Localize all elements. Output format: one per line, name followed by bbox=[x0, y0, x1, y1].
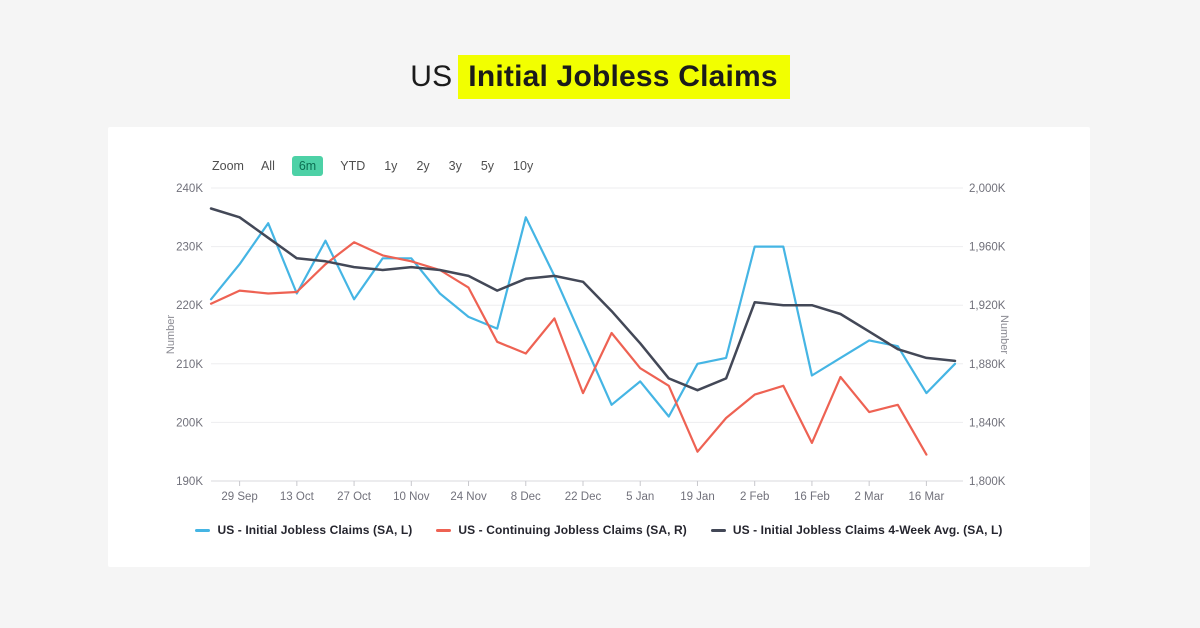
series-line-1 bbox=[209, 216, 957, 418]
x-axis-tick-label: 10 Nov bbox=[393, 491, 430, 503]
legend-swatch bbox=[195, 528, 211, 532]
chart-plot-area[interactable]: 240K 230K 220K 210K 200K 190K 2,000K 1,960K 1,92… bbox=[108, 127, 1090, 567]
left-axis-title: Number bbox=[165, 315, 177, 354]
x-axis-tick-label: 27 Oct bbox=[337, 491, 372, 503]
right-axis-tick-label: 1,960K bbox=[969, 242, 1006, 254]
left-axis-tick-label: 200K bbox=[176, 417, 203, 429]
series-line-2 bbox=[209, 241, 928, 456]
right-axis-tick-label: 1,840K bbox=[969, 417, 1006, 429]
zoom-range-3y[interactable]: 3y bbox=[447, 157, 464, 176]
zoom-range-2y[interactable]: 2y bbox=[414, 157, 431, 176]
legend-swatch bbox=[436, 528, 452, 532]
x-axis-tick-label: 19 Jan bbox=[680, 491, 715, 503]
right-axis-title: Number bbox=[998, 315, 1010, 354]
x-axis-tick-label: 16 Feb bbox=[794, 491, 830, 503]
x-axis-tick-label: 29 Sep bbox=[221, 491, 257, 503]
left-axis-tick-label: 210K bbox=[176, 359, 203, 371]
series-line-3 bbox=[209, 207, 957, 392]
zoom-toolbar: Zoom All 6m YTD 1y 2y 3y 5y 10y bbox=[212, 155, 535, 177]
zoom-range-ytd[interactable]: YTD bbox=[338, 157, 367, 176]
title-prefix: US bbox=[410, 60, 453, 93]
legend-item-1[interactable]: US - Initial Jobless Claims (SA, L) bbox=[195, 523, 412, 537]
zoom-label: Zoom bbox=[212, 159, 244, 173]
legend-swatch bbox=[710, 528, 726, 532]
left-axis-tick-label: 240K bbox=[176, 183, 203, 195]
left-axis-tick-label: 190K bbox=[176, 476, 203, 488]
x-axis-tick-label: 8 Dec bbox=[511, 491, 541, 503]
legend-label: US - Initial Jobless Claims (SA, L) bbox=[217, 523, 413, 537]
x-axis-tick-label: 5 Jan bbox=[626, 491, 654, 503]
x-axis-tick-label: 24 Nov bbox=[450, 491, 487, 503]
zoom-range-5y[interactable]: 5y bbox=[479, 157, 496, 176]
zoom-range-1y[interactable]: 1y bbox=[382, 157, 399, 176]
page-title: US Initial Jobless Claims bbox=[0, 55, 1200, 99]
chart-legend: US - Initial Jobless Claims (SA, L) US - … bbox=[108, 523, 1090, 537]
x-axis-tick-label: 22 Dec bbox=[565, 491, 602, 503]
x-axis-tick-label: 13 Oct bbox=[280, 491, 315, 503]
right-axis-tick-label: 2,000K bbox=[969, 183, 1006, 195]
legend-item-3[interactable]: US - Initial Jobless Claims 4-Week Avg. … bbox=[710, 523, 1003, 537]
right-axis-tick-label: 1,800K bbox=[969, 476, 1006, 488]
x-axis-tick-label: 2 Mar bbox=[854, 491, 884, 503]
left-axis-tick-label: 220K bbox=[176, 300, 203, 312]
left-axis-tick-label: 230K bbox=[176, 242, 203, 254]
zoom-range-6m[interactable]: 6m bbox=[291, 155, 324, 177]
right-axis-tick-label: 1,920K bbox=[969, 300, 1006, 312]
x-axis-tick-label: 16 Mar bbox=[908, 491, 944, 503]
legend-label: US - Continuing Jobless Claims (SA, R) bbox=[458, 523, 687, 537]
zoom-range-all[interactable]: All bbox=[259, 157, 277, 176]
legend-item-2[interactable]: US - Continuing Jobless Claims (SA, R) bbox=[436, 523, 687, 537]
x-axis-tick-label: 2 Feb bbox=[740, 491, 769, 503]
legend-label: US - Initial Jobless Claims 4-Week Avg. … bbox=[732, 523, 1003, 537]
title-highlight: Initial Jobless Claims bbox=[458, 55, 790, 99]
right-axis-tick-label: 1,880K bbox=[969, 359, 1006, 371]
zoom-range-10y[interactable]: 10y bbox=[511, 157, 535, 176]
chart-card: Zoom All 6m YTD 1y 2y 3y 5y 10y 240K 230K 220K 210… bbox=[108, 127, 1090, 567]
